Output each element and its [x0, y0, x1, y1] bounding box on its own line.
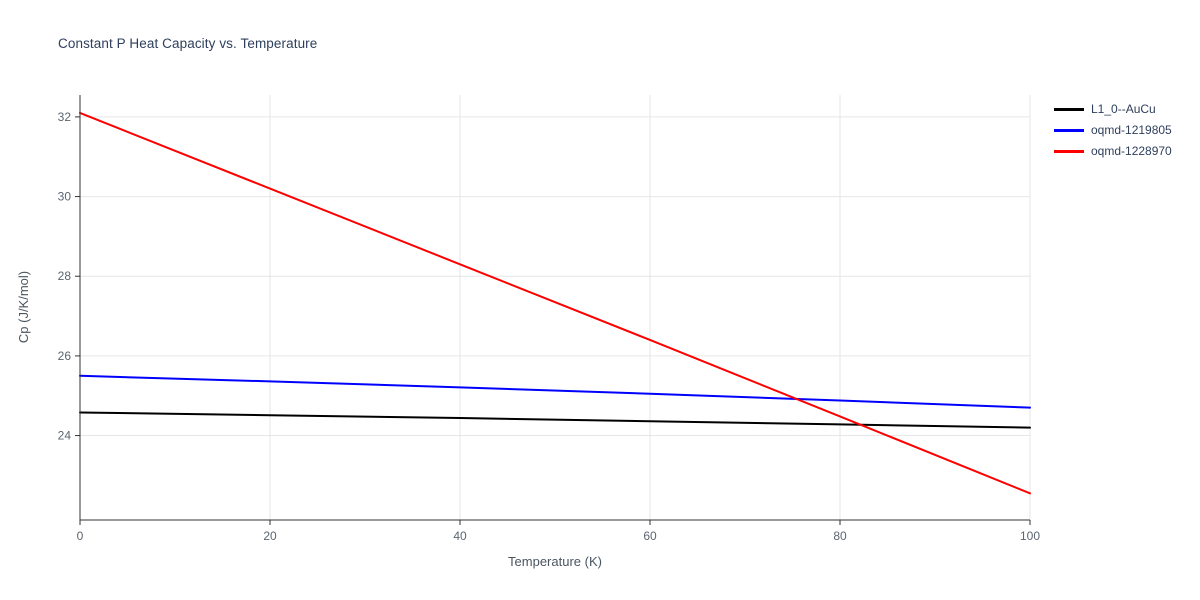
legend-swatch-line: [1054, 128, 1084, 132]
chart-title: Constant P Heat Capacity vs. Temperature: [58, 36, 318, 51]
gridlines: [79, 95, 1031, 520]
x-tick-label: 20: [263, 529, 277, 543]
y-tick-label: 30: [58, 190, 72, 204]
x-tick-label: 60: [643, 529, 657, 543]
x-tick-label: 80: [833, 529, 847, 543]
chart-legend: L1_0--AuCu oqmd-1219805 oqmd-1228970: [1054, 101, 1172, 159]
y-tick-label: 26: [58, 349, 72, 363]
series-line-L1_0--AuCu: [79, 411, 1031, 429]
series-line-oqmd-1219805: [79, 374, 1031, 409]
y-tick-label: 24: [58, 429, 72, 443]
x-tick-label: 100: [1020, 529, 1040, 543]
series-line-oqmd-1228970: [79, 111, 1031, 495]
series-lines: [79, 111, 1031, 495]
x-tick-label: 40: [453, 529, 467, 543]
axes: 0 20 40 60 80 100 24 26 28 30 32: [58, 95, 1040, 543]
y-axis-label: Cp (J/K/mol): [16, 271, 31, 343]
legend-item[interactable]: L1_0--AuCu: [1054, 101, 1172, 117]
x-axis-label: Temperature (K): [508, 554, 602, 569]
legend-item[interactable]: oqmd-1228970: [1054, 143, 1172, 159]
legend-item-label: L1_0--AuCu: [1091, 102, 1156, 116]
legend-swatch-line: [1054, 107, 1084, 111]
x-tick-label: 0: [77, 529, 84, 543]
y-tick-label: 32: [58, 110, 72, 124]
legend-item-label: oqmd-1219805: [1091, 123, 1172, 137]
legend-item[interactable]: oqmd-1219805: [1054, 122, 1172, 138]
legend-swatch-line: [1054, 149, 1084, 153]
y-tick-label: 28: [58, 269, 72, 283]
legend-item-label: oqmd-1228970: [1091, 144, 1172, 158]
